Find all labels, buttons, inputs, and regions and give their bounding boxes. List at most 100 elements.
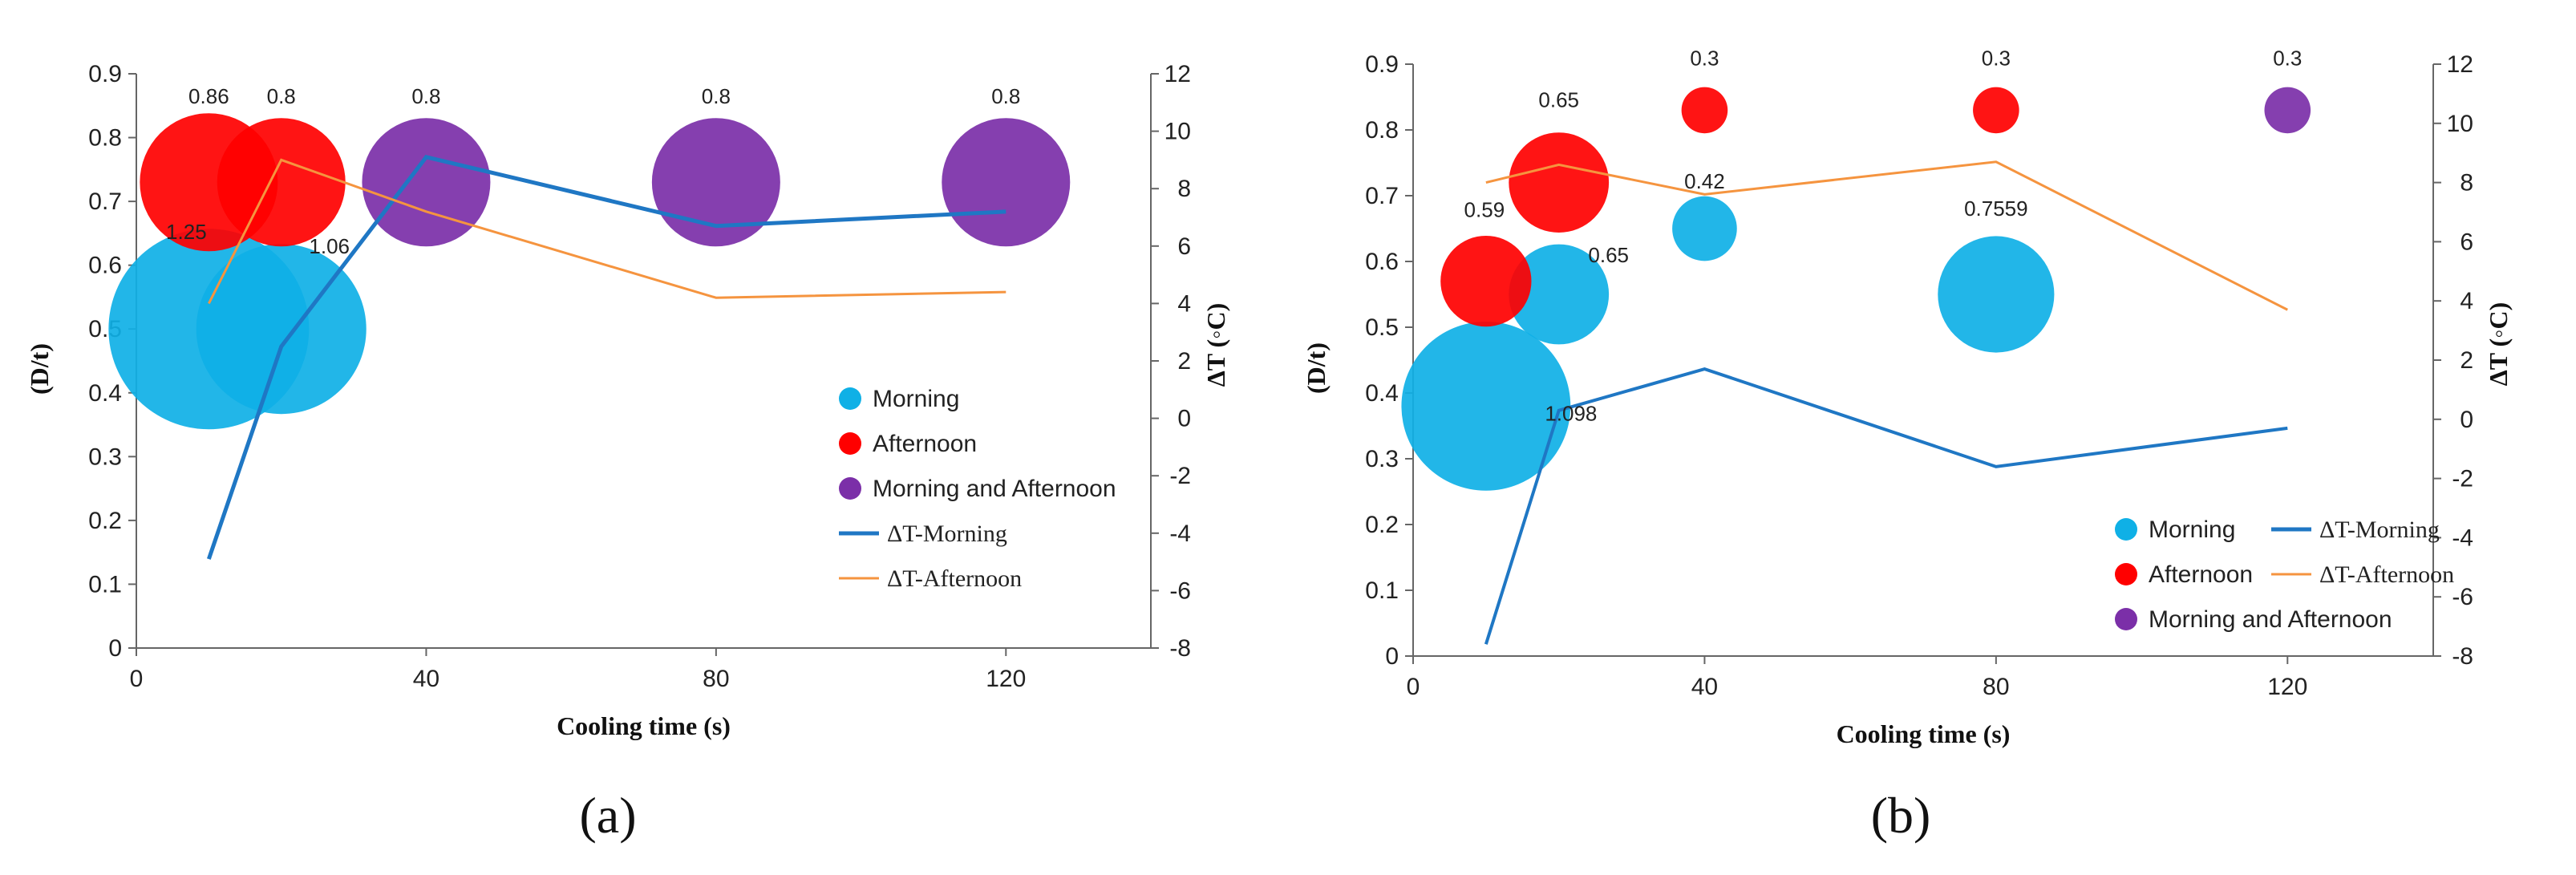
y-tick-label: 0.1: [1365, 577, 1399, 604]
y2-tick-label: -6: [2452, 584, 2473, 610]
y-tick-label: 0.2: [1365, 512, 1399, 538]
legend-label: ΔT-Morning: [2319, 516, 2440, 543]
bubble-data-label: 1.098: [1545, 401, 1597, 425]
y2-tick-label: 4: [1177, 290, 1191, 317]
y-axis-title: (D/t): [1302, 342, 1331, 394]
y2-tick-label: -6: [1169, 577, 1191, 604]
bubble-afternoon: [1440, 235, 1532, 327]
bubble-data-label: 1.06: [309, 234, 350, 258]
y-tick-label: 0.9: [88, 61, 122, 87]
x-tick-label: 120: [2267, 674, 2307, 700]
bubble-data-label: 0.8: [267, 84, 296, 108]
bubble-data-label: 0.59: [1464, 198, 1505, 222]
bubble-morning-and-afternoon: [362, 118, 491, 247]
line--t-morning: [206, 155, 1007, 560]
x-tick-label: 40: [413, 666, 439, 692]
y-tick-label: 0.7: [88, 188, 122, 215]
y-tick-label: 0.5: [1365, 314, 1399, 341]
y-tick-label: 0.4: [1365, 380, 1399, 407]
bubble-data-label: 0.7559: [1964, 196, 2028, 221]
line--t-morning: [1484, 367, 2288, 645]
y2-tick-label: -4: [1169, 521, 1191, 547]
y2-tick-label: 6: [2460, 229, 2473, 255]
y2-tick-label: 4: [2460, 288, 2473, 314]
y-tick-label: 0: [1385, 643, 1399, 670]
y-tick-label: 0.3: [88, 444, 122, 470]
y2-tick-label: -4: [2452, 525, 2473, 551]
chart-b-svg: 0 0.1 0.2 0.3 0.4 0.5 0.6 0.7 0.8 0.9 -8 -6 -4 -2 0 2 4 6…: [1302, 46, 2513, 844]
legend-label: ΔT-Afternoon: [887, 565, 1022, 592]
y-tick-label: 0.2: [88, 508, 122, 534]
y2-tick-label: 8: [1177, 176, 1191, 202]
x-axis-title: Cooling time (s): [557, 711, 731, 740]
y-tick-label: 0.7: [1365, 183, 1399, 209]
bubble-data-label: 0.8: [411, 84, 440, 108]
x-tick-label: 40: [1691, 674, 1718, 700]
y2-tick-label: 6: [1177, 233, 1191, 260]
y2-tick-label: 0: [1177, 406, 1191, 432]
legend-marker-afternoon: [2115, 563, 2137, 585]
legend-marker-morning: [2115, 518, 2137, 541]
chart-panel-b: 0 0.1 0.2 0.3 0.4 0.5 0.6 0.7 0.8 0.9 -8 -6 -4 -2 0 2 4 6…: [1288, 0, 2576, 875]
y2-tick-label: 2: [1177, 348, 1191, 375]
y-tick-label: 0.3: [1365, 446, 1399, 472]
bubble-afternoon: [1681, 87, 1728, 134]
y-tick-label: 0.1: [88, 571, 122, 598]
y2-tick-label: -2: [2452, 466, 2473, 492]
bubble-morning: [1672, 196, 1737, 261]
y2-tick-label: 10: [1164, 119, 1191, 145]
bubble-morning: [1938, 236, 2055, 353]
bubble-data-label: 0.65: [1588, 243, 1629, 267]
bubble-data-label: 0.86: [188, 84, 229, 108]
legend-label: Afternoon: [2149, 561, 2253, 588]
y-tick-label: 0.6: [1365, 249, 1399, 275]
x-tick-label: 80: [703, 666, 729, 692]
bubble-data-label: 0.42: [1684, 169, 1725, 193]
bubble-morning: [1509, 244, 1610, 345]
y2-tick-label: 12: [1164, 61, 1191, 87]
panel-label: (a): [579, 787, 636, 844]
bubble-data-label: 0.3: [1690, 46, 1719, 70]
chart-a-svg: 00.10.20.30.40.50.60.70.80.9-8-6-4-20246…: [25, 61, 1230, 844]
y2-tick-label: 10: [2447, 111, 2473, 137]
y2-tick-label: 2: [2460, 347, 2473, 374]
bubble-morning-and-afternoon: [2264, 87, 2311, 134]
bubble-morning-and-afternoon: [651, 118, 780, 247]
y2-axis-title: ΔT (◦C): [1201, 303, 1230, 387]
line--t-afternoon: [208, 158, 1007, 305]
y-tick-label: 0.6: [88, 253, 122, 279]
bubble-data-label: 0.3: [2273, 46, 2302, 70]
legend-label: ΔT-Afternoon: [2319, 561, 2454, 588]
x-tick-label: 80: [1983, 674, 2009, 700]
bubble-data-label: 0.8: [702, 84, 731, 108]
bubble-afternoon: [1973, 87, 2019, 134]
legend-label: Afternoon: [873, 431, 977, 457]
x-tick-label: 0: [130, 666, 144, 692]
y2-tick-label: 0: [2460, 407, 2473, 433]
legend-label: Morning: [873, 386, 959, 412]
line--t-afternoon: [1485, 160, 2288, 311]
y-tick-label: 0.8: [88, 125, 122, 152]
bubble-data-label: 0.3: [1982, 46, 2011, 70]
legend-label: ΔT-Morning: [887, 521, 1007, 547]
chart-panel-a: 0 0.1 0.2 0.3 0.4 0.5 0.6 0.7 0.8 0.9 -8 -6 -4 -2 0 2 4 6…: [25, 61, 1230, 844]
bubble-data-label: 0.65: [1538, 88, 1579, 112]
bubble-data-label: 1.25: [166, 220, 207, 244]
y2-tick-label: -2: [1169, 463, 1191, 489]
legend-marker-morning-and-afternoon: [2115, 608, 2137, 630]
y-tick-label: 0.9: [1365, 51, 1399, 78]
y-tick-label: 0.8: [1365, 117, 1399, 144]
bubble-morning: [1401, 321, 1571, 491]
y-tick-label: 0: [108, 635, 122, 662]
bubble-afternoon: [217, 118, 346, 247]
panel-label: (b): [1871, 787, 1931, 844]
bubble-morning: [196, 244, 367, 415]
y-axis-title: (D/t): [25, 343, 54, 395]
bubble-data-label: 0.8: [991, 84, 1020, 108]
x-tick-label: 120: [986, 666, 1026, 692]
legend-label: Morning: [2149, 516, 2235, 543]
legend-marker-afternoon: [839, 432, 861, 455]
y2-tick-label: -8: [2452, 643, 2473, 670]
y-tick-label: 0.4: [88, 380, 122, 407]
legend-label: Morning and Afternoon: [873, 476, 1116, 502]
